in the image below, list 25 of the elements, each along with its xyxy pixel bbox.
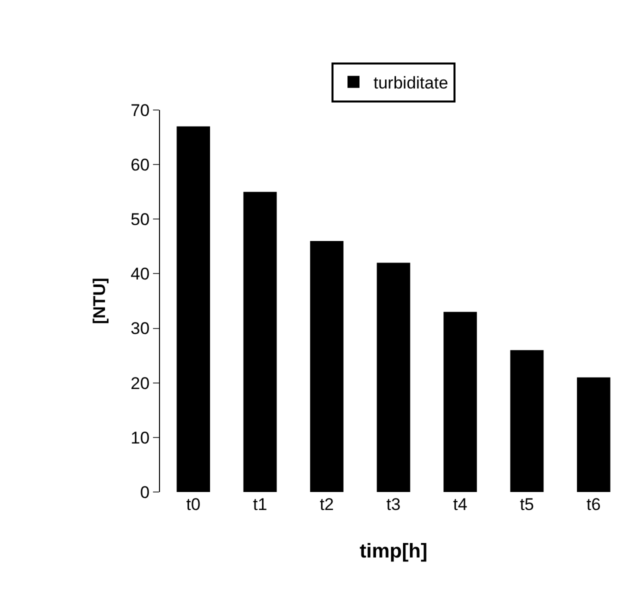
y-tick-label: 0 <box>140 482 150 502</box>
y-tick-label: 60 <box>130 156 150 175</box>
y-tick-label: 70 <box>130 100 150 120</box>
bar <box>576 377 610 492</box>
bar <box>310 240 344 492</box>
bar <box>444 312 477 492</box>
bar <box>176 126 210 492</box>
y-axis-title: [NTU] <box>90 278 110 324</box>
x-tick-label: t3 <box>386 495 401 514</box>
bar <box>376 262 410 492</box>
x-tick-label: t5 <box>520 495 534 514</box>
bar <box>510 350 544 492</box>
x-tick-label: t6 <box>586 495 601 514</box>
y-tick-label: 20 <box>130 374 150 393</box>
x-tick-label: t4 <box>453 495 468 514</box>
y-tick-label: 40 <box>130 264 150 284</box>
legend-label: turbiditate <box>374 74 448 93</box>
y-tick-label: 30 <box>130 319 150 338</box>
x-axis-title: timp[h] <box>360 540 428 562</box>
x-tick-label: t2 <box>320 495 334 514</box>
x-tick-label: t1 <box>252 495 268 514</box>
bar <box>243 192 277 492</box>
y-tick-label: 10 <box>130 428 150 448</box>
y-tick-label: 50 <box>130 210 150 230</box>
x-tick-label: t0 <box>186 495 200 514</box>
